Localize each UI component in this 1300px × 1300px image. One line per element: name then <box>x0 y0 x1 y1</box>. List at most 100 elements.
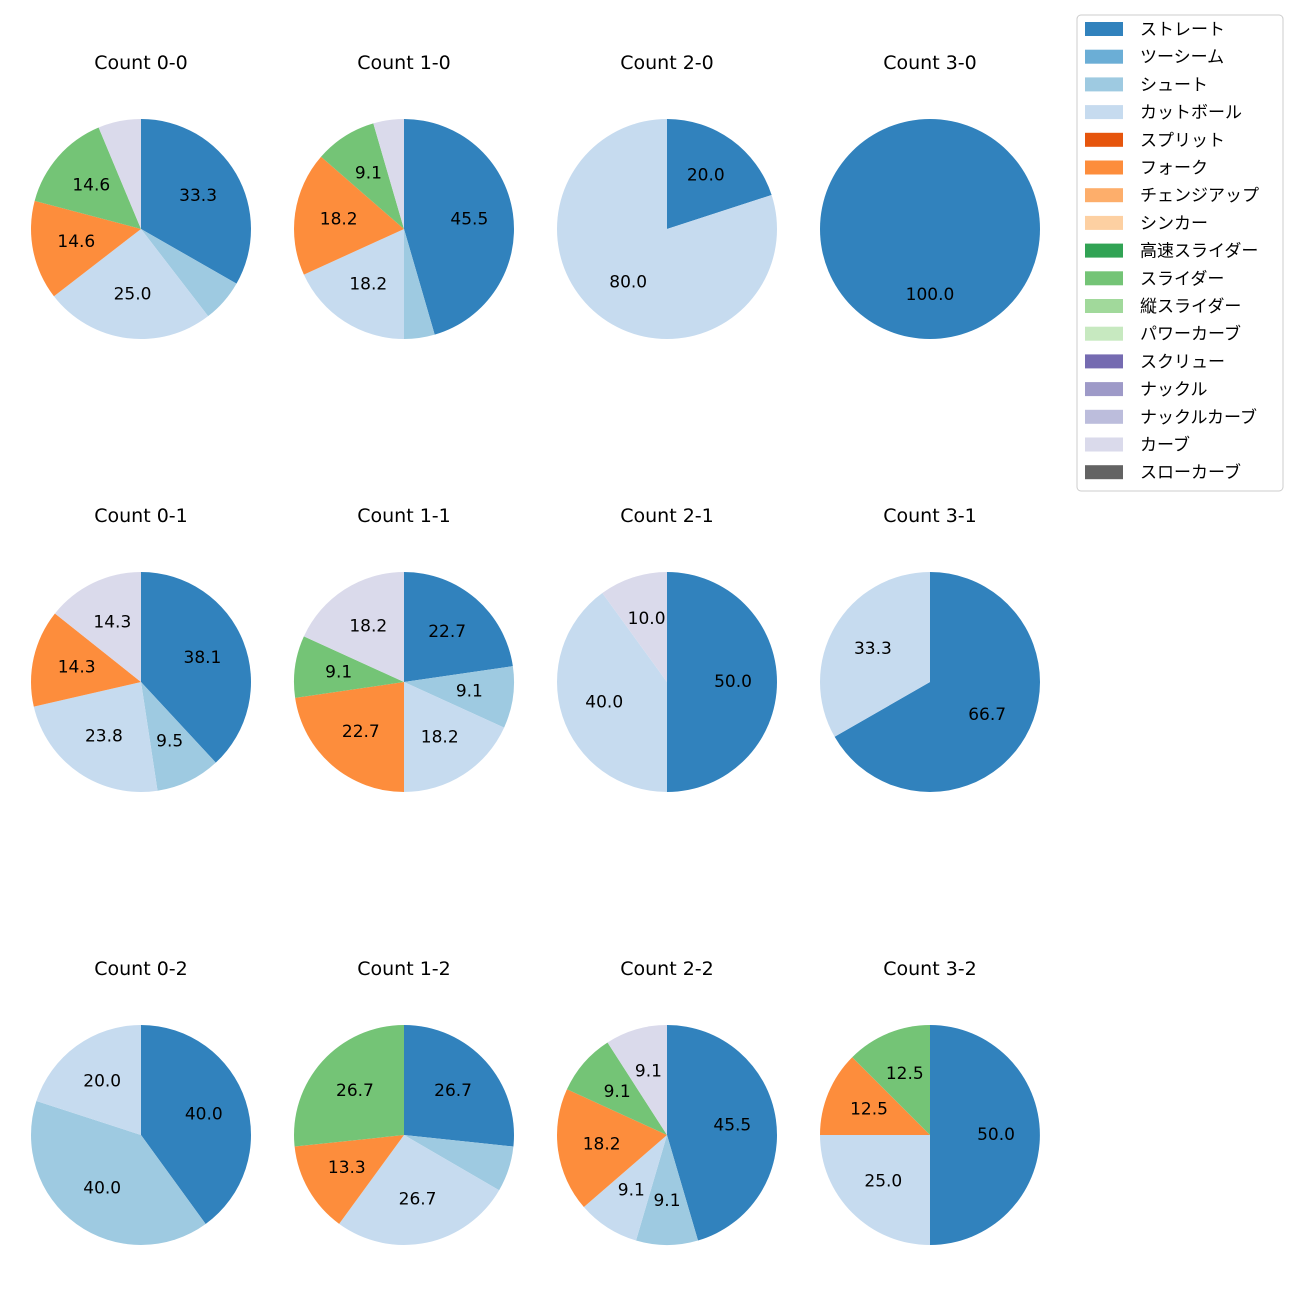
legend-item: スプリット <box>1085 131 1225 151</box>
legend-label: スライダー <box>1140 269 1224 289</box>
pie-slice <box>339 1135 500 1245</box>
slice-label: 18.2 <box>320 209 358 229</box>
pie-slice <box>820 119 1040 339</box>
legend-swatch <box>1085 382 1123 397</box>
pie-slice <box>293 156 404 275</box>
pie-slice <box>636 1135 698 1245</box>
pie-slice <box>294 636 404 698</box>
legend-swatch <box>1085 22 1123 36</box>
pie-count-2-2: Count 2-245.59.19.118.29.19.1 <box>556 958 777 1245</box>
pie-title: Count 2-2 <box>620 958 714 980</box>
legend-swatch <box>1085 105 1123 120</box>
legend-label: ストレート <box>1140 20 1225 40</box>
pie-slice <box>141 682 216 791</box>
pie-count-3-2: Count 3-2 50.0 25.0 12.5 12.5 <box>820 958 1040 1245</box>
slice-label: 23.8 <box>85 727 123 747</box>
pie-slice <box>557 118 777 339</box>
legend-item: パワーカーブ <box>1085 324 1241 345</box>
slice-label: 12.5 <box>886 1064 924 1084</box>
slice-label: 10.0 <box>628 609 666 629</box>
pie-title: Count 3-1 <box>883 505 977 527</box>
legend-swatch <box>1085 437 1123 452</box>
slice-label: 20.0 <box>83 1072 121 1092</box>
slice-label: 40.0 <box>585 692 623 712</box>
slice-label: 18.2 <box>349 275 387 295</box>
pie-slice <box>834 572 1040 792</box>
legend-item: 高速スライダー <box>1085 242 1258 262</box>
pie-slice <box>53 229 209 339</box>
pie-slice <box>404 119 514 335</box>
legend-label: スローカーブ <box>1140 462 1241 483</box>
pie-slice <box>607 1025 667 1135</box>
legend-item: スライダー <box>1085 269 1224 289</box>
pie-slice <box>556 1089 667 1208</box>
pie-slice <box>820 1057 930 1135</box>
slice-label: 20.0 <box>687 166 725 186</box>
legend-swatch <box>1085 409 1123 424</box>
legend-item: ツーシーム <box>1085 48 1224 68</box>
legend-item: カーブ <box>1085 435 1190 456</box>
pie-slice <box>141 119 252 284</box>
pie-count-1-2: Count 1-2 26.7 26.7 13.3 26.7 <box>294 958 514 1245</box>
pie-count-0-2: Count 0-2 40.0 40.0 20.0 <box>31 958 251 1245</box>
pie-slice <box>404 1025 514 1147</box>
slice-label: 13.3 <box>328 1158 366 1178</box>
legend-swatch <box>1085 188 1123 203</box>
pie-slice <box>36 1025 141 1135</box>
legend-item: シンカー <box>1085 214 1208 234</box>
legend-swatch <box>1085 299 1123 313</box>
pie-slice <box>34 127 141 229</box>
legend-label: 縦スライダー <box>1140 297 1241 317</box>
legend-label: ナックルカーブ <box>1140 407 1257 428</box>
pie-title: Count 0-1 <box>94 505 188 527</box>
slice-label: 100.0 <box>906 285 955 305</box>
pie-slice <box>31 1101 206 1245</box>
pie-slice <box>852 1025 930 1135</box>
slice-label: 9.1 <box>653 1191 680 1211</box>
pie-slice <box>31 200 142 297</box>
legend-label: シンカー <box>1140 214 1208 234</box>
legend-label: シュート <box>1140 75 1208 95</box>
slice-label: 14.6 <box>57 232 95 252</box>
legend-swatch <box>1085 465 1123 480</box>
slice-label: 26.7 <box>434 1081 472 1101</box>
pie-slice <box>566 1042 667 1135</box>
pie-title: Count 2-1 <box>620 505 714 527</box>
slice-label: 50.0 <box>714 672 752 692</box>
slice-label: 66.7 <box>968 705 1006 725</box>
slice-label: 9.5 <box>156 731 183 751</box>
slice-label: 9.1 <box>355 163 382 183</box>
pie-title: Count 0-0 <box>94 52 188 74</box>
pie-title: Count 3-0 <box>883 52 977 74</box>
slice-label: 80.0 <box>609 272 647 292</box>
legend: ストレートツーシームシュートカットボールスプリットフォークチェンジアップシンカー… <box>1076 14 1284 492</box>
legend-label: スプリット <box>1140 131 1225 151</box>
pie-count-1-1: Count 1-1 22.7 9.1 18.2 22.7 9.1 18.2 <box>294 505 514 792</box>
legend-label: ナックル <box>1140 380 1208 400</box>
pie-slice <box>404 682 505 792</box>
legend-swatch <box>1085 49 1123 64</box>
pie-count-3-0: Count 3-0 100.0 <box>820 52 1040 339</box>
legend-item: シュート <box>1085 75 1208 95</box>
legend-item: カットボール <box>1085 103 1242 123</box>
pie-slice <box>54 572 141 682</box>
pie-slice <box>294 1135 404 1224</box>
slice-label: 12.5 <box>850 1100 888 1120</box>
legend-item: ストレート <box>1085 20 1225 40</box>
slice-label: 9.1 <box>456 681 483 701</box>
legend-swatch <box>1085 160 1123 175</box>
legend-swatch <box>1085 271 1123 286</box>
pie-slice <box>141 1025 251 1224</box>
slice-label: 40.0 <box>83 1178 121 1198</box>
slice-label: 45.5 <box>713 1116 751 1136</box>
pie-slice <box>98 119 141 229</box>
legend-label: カーブ <box>1140 435 1190 456</box>
pie-count-0-1: Count 0-1 38.1 9.5 23.8 14.3 14.3 <box>30 505 251 792</box>
legend-item: 縦スライダー <box>1085 297 1241 317</box>
pie-charts: Count 0-0 33.3 25.0 14.6 14.6 Count 1-0 45.5 18… <box>30 52 1040 1245</box>
legend-item: スローカーブ <box>1085 462 1241 483</box>
legend-label: パワーカーブ <box>1140 324 1241 345</box>
legend-item: ナックル <box>1085 380 1208 400</box>
pie-count-2-0: Count 2-0 20.0 80.0 <box>557 52 777 339</box>
legend-swatch <box>1085 326 1123 341</box>
